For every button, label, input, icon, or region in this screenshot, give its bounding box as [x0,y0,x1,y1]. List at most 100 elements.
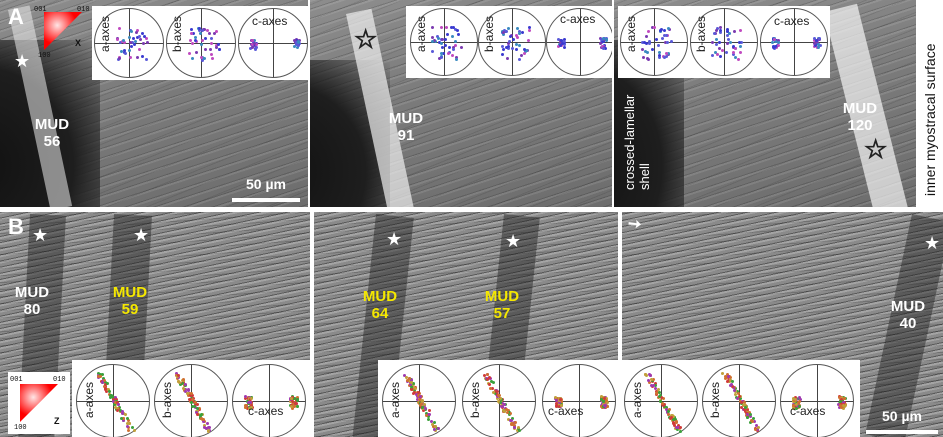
mud-label-value: 57 [493,305,511,322]
pole-dot [651,384,655,388]
pole-dot [601,46,605,50]
pole-dot [200,38,204,42]
pole-dot [250,396,254,400]
pole-dot [773,39,777,43]
pole-dot [554,398,558,402]
pole-dot [733,47,737,51]
pole-dot [721,372,725,376]
pole-dot [186,392,190,396]
pole-dot [554,395,558,399]
pole-dot [726,374,730,378]
pole-dot [450,35,454,39]
pole-dot [201,58,205,62]
pole-dot [195,410,199,414]
pole-dot [138,47,142,51]
pole-dot [648,380,652,384]
pole-dot [646,379,650,383]
pole-dot [671,421,675,425]
pole-dot [428,413,432,417]
pole-dot [710,41,714,45]
pole-dot [432,421,436,425]
pole-dot [654,391,658,395]
pole-dot [641,40,645,44]
pole-dot [748,412,752,416]
pole-dot [294,42,298,46]
pole-dot [204,48,208,52]
pole-dot [441,46,445,50]
pole-dot [423,406,427,410]
pole-figure-c-axes [780,364,854,437]
pole-dot [178,380,182,384]
pole-dot [192,400,196,403]
side-label: inner myostracal surface [922,43,938,196]
pole-dot [457,33,461,37]
pole-dot [111,398,115,402]
pole-dot [653,382,657,386]
pole-dot [115,38,119,42]
pole-dot [101,373,105,377]
pole-dot [731,386,735,390]
pole-figure-a-axes [410,8,478,76]
pole-dot [750,419,754,423]
pole-dot [177,374,181,378]
pole-dot [503,409,507,413]
key-label-100: 100 [14,424,27,432]
pole-dot [838,405,842,409]
pole-dot [296,399,300,403]
pole-dot [508,412,512,416]
pole-dot [206,422,210,426]
pole-dot [714,38,718,42]
pole-dot [508,418,512,422]
pole-dot [516,429,520,433]
pole-dot [187,398,191,402]
pole-dot [715,52,719,56]
pole-dot [792,406,796,410]
pole-dot [512,426,516,430]
pole-dot [417,392,421,396]
pole-dot [733,30,737,34]
mud-label-name: MUD [34,116,70,133]
pole-dot [196,413,200,417]
pole-dot [843,404,847,408]
pole-dot [183,390,187,394]
pole-dot [491,387,495,391]
panel-a2-sem: ☆ a-axes b-axes c-axes MUD 91 [310,0,612,207]
pole-dot [734,56,738,60]
pole-dot [438,41,442,45]
label-b-axes: b-axes [160,381,174,418]
pole-dot [194,51,198,55]
pole-dot [199,417,203,421]
pole-dot [649,378,653,382]
pole-dot [432,424,436,428]
pole-dot [250,46,254,50]
pole-dot [674,426,678,430]
pole-dot [122,48,126,52]
pole-dot [139,37,143,41]
pole-dot [728,376,732,379]
pole-dot [135,35,139,39]
label-a-axes: a-axes [388,381,402,418]
pole-dot [738,50,742,54]
pole-dot [117,55,121,59]
pole-dot [142,34,146,38]
pole-dot [129,40,133,44]
pole-dot [519,54,523,58]
pole-dot [191,398,195,402]
pole-dot [754,424,758,428]
pole-dot [667,410,671,414]
pole-dot [216,43,220,47]
pole-dot [443,43,447,47]
mud-label-91: MUD 91 [386,110,426,144]
pole-dot [294,38,298,42]
pole-dot [796,396,800,400]
pole-dot [840,399,844,403]
pole-dot [817,46,821,50]
pole-dot [424,413,428,417]
pole-dot [518,44,522,48]
pole-dot [737,394,741,398]
pole-figure-b-axes [462,364,536,437]
mud-label-value: 64 [371,305,389,322]
pole-dot [109,396,113,400]
pole-dot [174,372,178,376]
pole-dot [740,406,744,410]
